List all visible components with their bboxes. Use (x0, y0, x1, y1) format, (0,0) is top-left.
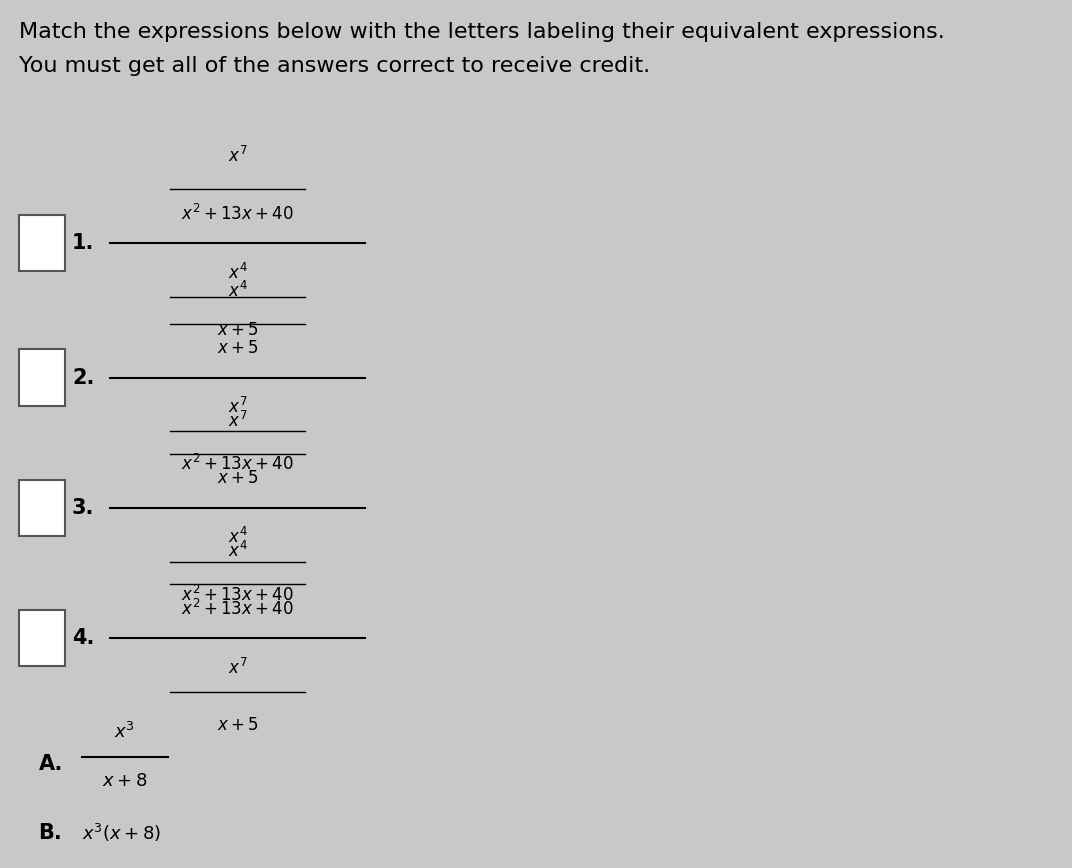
Text: $x^7$: $x^7$ (228, 146, 248, 167)
Text: $x^2+13x+40$: $x^2+13x+40$ (181, 584, 294, 605)
Text: You must get all of the answers correct to receive credit.: You must get all of the answers correct … (19, 56, 651, 76)
Text: $x^7$: $x^7$ (228, 411, 248, 431)
Text: $x+5$: $x+5$ (217, 339, 258, 357)
FancyBboxPatch shape (19, 479, 65, 536)
Text: $x^2+13x+40$: $x^2+13x+40$ (181, 203, 294, 224)
Text: $x^4$: $x^4$ (228, 262, 248, 283)
Text: $x+8$: $x+8$ (102, 773, 148, 790)
FancyBboxPatch shape (19, 350, 65, 406)
Text: 2.: 2. (72, 367, 94, 388)
Text: Match the expressions below with the letters labeling their equivalent expressio: Match the expressions below with the let… (19, 22, 944, 42)
FancyBboxPatch shape (19, 215, 65, 271)
Text: 4.: 4. (72, 628, 94, 648)
Text: $x+5$: $x+5$ (217, 321, 258, 339)
Text: A.: A. (39, 753, 63, 774)
Text: $x^3(x+8)$: $x^3(x+8)$ (81, 822, 161, 845)
Text: $x+5$: $x+5$ (217, 470, 258, 487)
Text: $x^4$: $x^4$ (228, 280, 248, 301)
Text: 1.: 1. (72, 233, 94, 253)
Text: $x^3$: $x^3$ (115, 721, 135, 742)
Text: $x^7$: $x^7$ (228, 397, 248, 418)
Text: $x^2+13x+40$: $x^2+13x+40$ (181, 454, 294, 475)
Text: $x+5$: $x+5$ (217, 716, 258, 733)
Text: 3.: 3. (72, 497, 94, 518)
Text: B.: B. (39, 823, 62, 844)
FancyBboxPatch shape (19, 610, 65, 667)
Text: $x^4$: $x^4$ (228, 527, 248, 548)
Text: $x^4$: $x^4$ (228, 541, 248, 562)
Text: $x^7$: $x^7$ (228, 657, 248, 678)
Text: $x^2+13x+40$: $x^2+13x+40$ (181, 598, 294, 619)
